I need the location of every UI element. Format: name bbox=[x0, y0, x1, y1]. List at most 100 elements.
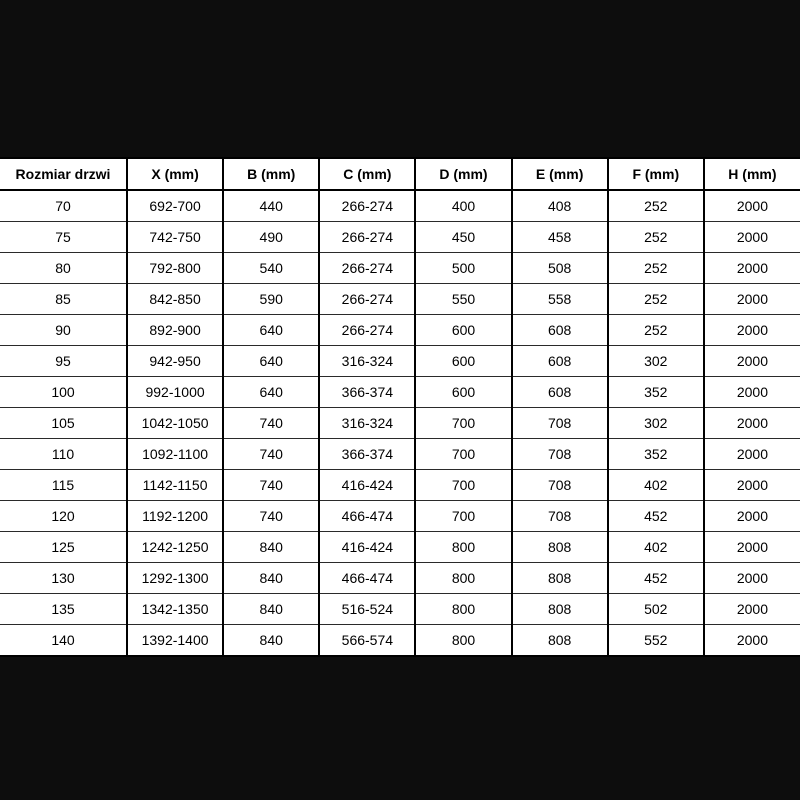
cell: 2000 bbox=[702, 345, 800, 377]
header-row: Rozmiar drzwi X (mm) B (mm) C (mm) D (mm) E (… bbox=[0, 157, 800, 191]
cell: 1192-1200 bbox=[125, 500, 225, 532]
cell: 700 bbox=[414, 407, 513, 439]
table-row: 120 1192-1200 740 466-474 700 708 452 2000 bbox=[0, 500, 800, 532]
cell: 740 bbox=[222, 438, 321, 470]
cell: 600 bbox=[414, 345, 513, 377]
cell: 466-474 bbox=[318, 562, 417, 594]
cell: 95 bbox=[0, 345, 128, 377]
cell: 508 bbox=[510, 252, 609, 284]
cell: 316-324 bbox=[318, 407, 417, 439]
cell: 692-700 bbox=[125, 189, 225, 222]
cell: 266-274 bbox=[318, 252, 417, 284]
cell: 266-274 bbox=[318, 221, 417, 253]
cell: 2000 bbox=[702, 500, 800, 532]
cell: 708 bbox=[510, 438, 609, 470]
cell: 840 bbox=[222, 593, 321, 625]
cell: 2000 bbox=[702, 624, 800, 657]
table-row: 105 1042-1050 740 316-324 700 708 302 2000 bbox=[0, 407, 800, 439]
cell: 1042-1050 bbox=[125, 407, 225, 439]
cell: 75 bbox=[0, 221, 128, 253]
cell: 80 bbox=[0, 252, 128, 284]
cell: 708 bbox=[510, 407, 609, 439]
cell: 808 bbox=[510, 531, 609, 563]
table-row: 110 1092-1100 740 366-374 700 708 352 2000 bbox=[0, 438, 800, 470]
cell: 120 bbox=[0, 500, 128, 532]
cell: 1392-1400 bbox=[125, 624, 225, 657]
cell: 70 bbox=[0, 189, 128, 222]
cell: 792-800 bbox=[125, 252, 225, 284]
cell: 840 bbox=[222, 624, 321, 657]
cell: 2000 bbox=[702, 593, 800, 625]
cell: 400 bbox=[414, 189, 513, 222]
cell: 302 bbox=[606, 345, 705, 377]
cell: 550 bbox=[414, 283, 513, 315]
column-header: C (mm) bbox=[318, 157, 417, 191]
table-row: 85 842-850 590 266-274 550 558 252 2000 bbox=[0, 283, 800, 315]
cell: 135 bbox=[0, 593, 128, 625]
cell: 808 bbox=[510, 593, 609, 625]
cell: 2000 bbox=[702, 221, 800, 253]
cell: 552 bbox=[606, 624, 705, 657]
cell: 600 bbox=[414, 376, 513, 408]
cell: 252 bbox=[606, 314, 705, 346]
cell: 608 bbox=[510, 345, 609, 377]
cell: 130 bbox=[0, 562, 128, 594]
cell: 252 bbox=[606, 283, 705, 315]
cell: 252 bbox=[606, 252, 705, 284]
cell: 2000 bbox=[702, 283, 800, 315]
cell: 566-574 bbox=[318, 624, 417, 657]
cell: 466-474 bbox=[318, 500, 417, 532]
cell: 700 bbox=[414, 438, 513, 470]
cell: 490 bbox=[222, 221, 321, 253]
table-body: 70 692-700 440 266-274 400 408 252 2000 75 742-75… bbox=[0, 189, 800, 657]
table-row: 115 1142-1150 740 416-424 700 708 402 2000 bbox=[0, 469, 800, 501]
cell: 115 bbox=[0, 469, 128, 501]
cell: 2000 bbox=[702, 376, 800, 408]
cell: 366-374 bbox=[318, 438, 417, 470]
cell: 808 bbox=[510, 562, 609, 594]
column-header: Rozmiar drzwi bbox=[0, 157, 128, 191]
cell: 110 bbox=[0, 438, 128, 470]
cell: 252 bbox=[606, 189, 705, 222]
cell: 100 bbox=[0, 376, 128, 408]
cell: 840 bbox=[222, 531, 321, 563]
cell: 640 bbox=[222, 345, 321, 377]
cell: 1142-1150 bbox=[125, 469, 225, 501]
cell: 700 bbox=[414, 469, 513, 501]
cell: 808 bbox=[510, 624, 609, 657]
door-size-spec-table: Rozmiar drzwi X (mm) B (mm) C (mm) D (mm) E (… bbox=[0, 157, 800, 657]
cell: 85 bbox=[0, 283, 128, 315]
cell: 608 bbox=[510, 314, 609, 346]
cell: 352 bbox=[606, 376, 705, 408]
cell: 302 bbox=[606, 407, 705, 439]
cell: 2000 bbox=[702, 189, 800, 222]
cell: 1342-1350 bbox=[125, 593, 225, 625]
column-header: X (mm) bbox=[125, 157, 225, 191]
cell: 740 bbox=[222, 500, 321, 532]
cell: 125 bbox=[0, 531, 128, 563]
cell: 252 bbox=[606, 221, 705, 253]
cell: 590 bbox=[222, 283, 321, 315]
cell: 800 bbox=[414, 531, 513, 563]
column-header: E (mm) bbox=[510, 157, 609, 191]
cell: 540 bbox=[222, 252, 321, 284]
cell: 452 bbox=[606, 500, 705, 532]
cell: 2000 bbox=[702, 407, 800, 439]
cell: 1092-1100 bbox=[125, 438, 225, 470]
cell: 708 bbox=[510, 500, 609, 532]
cell: 1242-1250 bbox=[125, 531, 225, 563]
cell: 992-1000 bbox=[125, 376, 225, 408]
cell: 708 bbox=[510, 469, 609, 501]
cell: 450 bbox=[414, 221, 513, 253]
cell: 416-424 bbox=[318, 469, 417, 501]
cell: 640 bbox=[222, 314, 321, 346]
cell: 840 bbox=[222, 562, 321, 594]
cell: 416-424 bbox=[318, 531, 417, 563]
cell: 402 bbox=[606, 531, 705, 563]
table-row: 75 742-750 490 266-274 450 458 252 2000 bbox=[0, 221, 800, 253]
cell: 1292-1300 bbox=[125, 562, 225, 594]
column-header: D (mm) bbox=[414, 157, 513, 191]
cell: 942-950 bbox=[125, 345, 225, 377]
cell: 640 bbox=[222, 376, 321, 408]
cell: 366-374 bbox=[318, 376, 417, 408]
